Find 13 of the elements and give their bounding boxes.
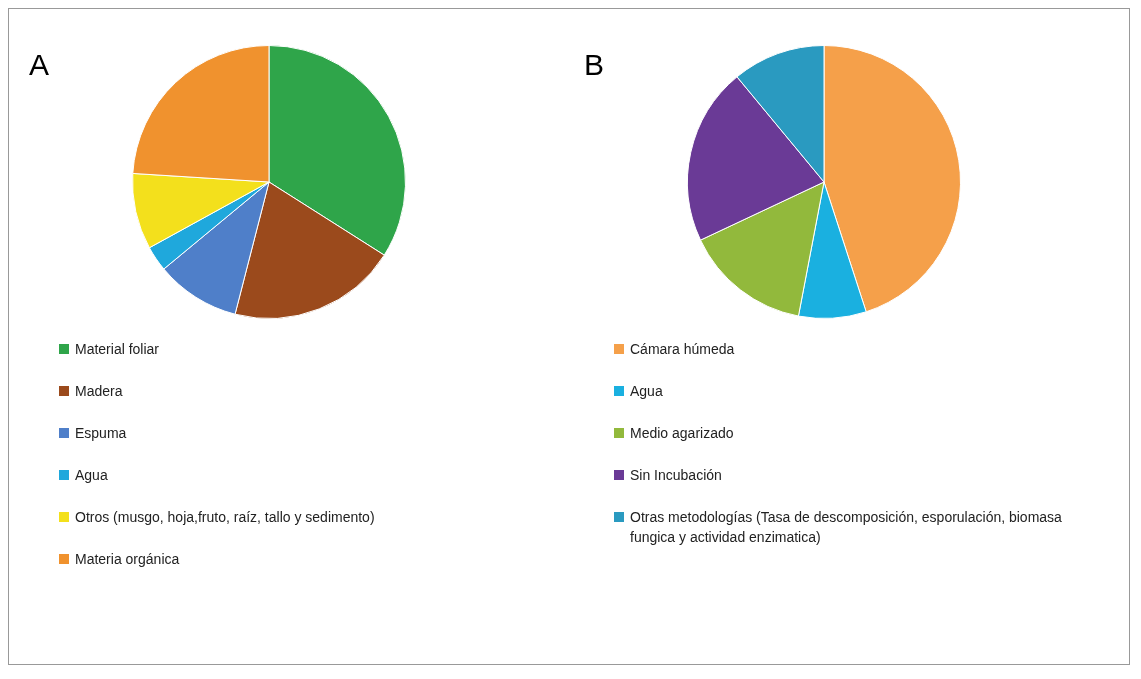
legend-label: Medio agarizado — [630, 424, 734, 443]
legend-label: Cámara húmeda — [630, 340, 735, 359]
legend-label: Agua — [75, 466, 108, 485]
legend-label: Espuma — [75, 424, 127, 443]
legend-label: Sin Incubación — [630, 466, 722, 485]
legend-label: Otras metodologías (Tasa de descomposición, esporulación, biomasa fungica y actividad enzimatica) — [630, 508, 1063, 547]
legend-label: Material foliar — [75, 340, 160, 359]
legend-label: Otros (musgo, hoja,fruto, raíz, tallo y sedimento) — [75, 508, 375, 527]
chart-title: B — [584, 48, 605, 82]
legend-label: Madera — [75, 382, 123, 401]
legend-label: Agua — [630, 382, 663, 401]
chart-title: A — [29, 48, 50, 82]
legend-label: Materia orgánica — [75, 550, 180, 569]
